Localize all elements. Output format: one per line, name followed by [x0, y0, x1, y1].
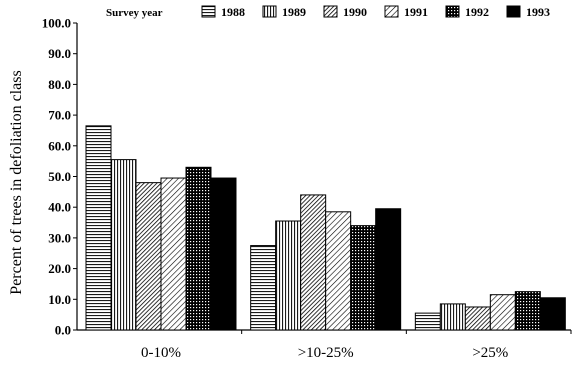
legend-label-1990: 1990	[343, 5, 367, 19]
labels: 0.0 10.0 20.0 30.0 40.0 50.0 60.0 70.0 80.0 90.0 1…	[8, 16, 508, 362]
bar-1991-1	[160, 177, 187, 331]
bar-1990-1	[135, 182, 162, 331]
x-category-label: 0-10%	[141, 345, 181, 361]
bar-1989-1	[110, 159, 137, 331]
y-tick-label: 50.0	[48, 169, 71, 184]
bar-1991-3	[489, 294, 516, 331]
legend-title: Survey year	[106, 7, 163, 19]
legend-swatch-1992	[445, 5, 460, 18]
bar-1993-3	[539, 297, 566, 331]
legend-label-1988: 1988	[221, 5, 245, 19]
legend-swatch-1991	[384, 5, 399, 18]
bar-1993-1	[210, 177, 237, 331]
y-tick-label: 10.0	[48, 292, 71, 307]
y-tick-label: 70.0	[48, 108, 71, 123]
bar-1989-3	[439, 303, 466, 331]
bar-1989-2	[275, 220, 302, 331]
y-tick-label: 100.0	[42, 16, 71, 31]
bar-1991-2	[325, 211, 352, 331]
bar-1990-2	[300, 194, 327, 331]
x-category-label: >25%	[472, 345, 508, 361]
y-tick-label: 20.0	[48, 261, 71, 276]
x-category-label: >10-25%	[298, 345, 354, 361]
bar-1993-2	[375, 208, 402, 331]
bar-1988-2	[250, 245, 277, 331]
legend-swatch-1993	[506, 5, 521, 18]
bar-1990-3	[464, 306, 491, 331]
y-tick-label: 0.0	[55, 323, 71, 338]
legend: Survey year 1988 1989 1990 1991 1992 1993	[106, 5, 550, 19]
y-tick-label: 80.0	[48, 77, 71, 92]
legend-swatch-1990	[323, 5, 338, 18]
legend-label-1989: 1989	[282, 5, 306, 19]
bar-1992-1	[185, 166, 212, 331]
bar-1992-3	[514, 291, 541, 331]
y-tick-label: 30.0	[48, 230, 71, 245]
y-tick-label: 60.0	[48, 138, 71, 153]
legend-label-1992: 1992	[465, 5, 489, 19]
legend-swatch-1988	[201, 5, 216, 18]
legend-swatch-1989	[262, 5, 277, 18]
y-tick-label: 40.0	[48, 200, 71, 215]
bar-1988-3	[414, 312, 441, 331]
legend-label-1991: 1991	[404, 5, 428, 19]
bar-1992-2	[350, 225, 377, 331]
bar-1988-1	[85, 125, 112, 331]
y-axis-title: Percent of trees in defoliation class	[8, 70, 25, 294]
legend-label-1993: 1993	[526, 5, 550, 19]
y-tick-label: 90.0	[48, 46, 71, 61]
bars	[85, 125, 566, 331]
